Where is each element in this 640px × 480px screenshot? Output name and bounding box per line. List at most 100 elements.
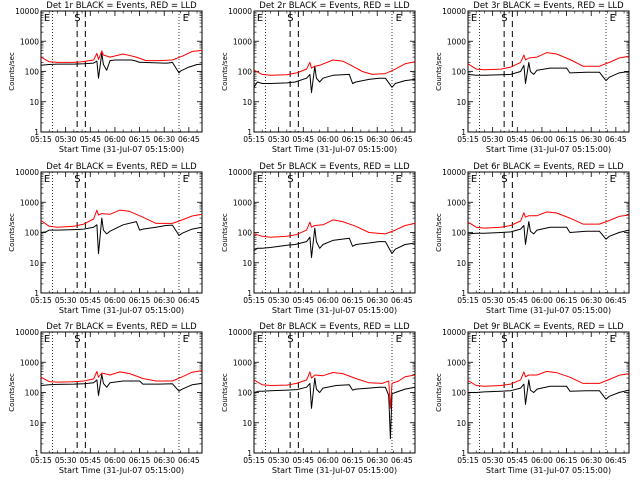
x-tick-label: 06:45 [605, 296, 627, 305]
x-tick-label: 05:30 [482, 456, 504, 465]
x-tick-label: 05:15 [243, 456, 265, 465]
series-events-line [467, 221, 630, 245]
y-tick-label: 100 [452, 389, 467, 398]
x-tick-label: 05:15 [457, 135, 479, 144]
y-tick-label: 1000 [233, 358, 252, 367]
y-tick-label: 1 [247, 289, 252, 298]
x-tick-label: 06:45 [605, 135, 627, 144]
x-tick-label: 06:00 [104, 296, 126, 305]
panel-det-6: Det 6r BLACK = Events, RED = LLD 1 10 100 10… [435, 162, 630, 315]
x-tick-label: 05:30 [268, 456, 290, 465]
x-tick-label: 06:30 [366, 135, 388, 144]
x-axis-label: Start Time (31-Jul-07 05:15:00) [59, 145, 184, 154]
x-tick-label: 06:30 [153, 135, 175, 144]
y-tick-label: 1 [34, 449, 39, 458]
y-axis-label: Counts/sec [435, 373, 443, 412]
x-tick-label: 05:15 [457, 296, 479, 305]
series-lld-line [40, 209, 203, 228]
event-label-e: E [610, 174, 616, 185]
x-axis-label: Start Time (31-Jul-07 05:15:00) [486, 466, 611, 475]
x-tick-label: 05:15 [243, 135, 265, 144]
y-axis-label: Counts/sec [221, 373, 229, 412]
x-tick-label: 06:15 [342, 135, 364, 144]
y-tick-label: 1000 [233, 37, 252, 46]
x-tick-label: 06:15 [556, 135, 578, 144]
x-tick-label: 05:15 [457, 456, 479, 465]
x-tick-label: 05:15 [243, 296, 265, 305]
series-events-line [468, 379, 630, 405]
x-tick-label: 06:00 [317, 456, 339, 465]
y-tick-label: 10 [242, 98, 252, 107]
x-tick-label: 05:30 [55, 456, 77, 465]
event-label-e: E [257, 174, 263, 185]
x-tick-label: 06:30 [580, 296, 602, 305]
x-tick-label: 05:30 [55, 135, 77, 144]
panel-title: Det 2r BLACK = Events, RED = LLD [259, 1, 410, 11]
y-tick-label: 10 [29, 419, 39, 428]
y-axis-label: Counts/sec [435, 213, 443, 252]
y-tick-label: 1000 [20, 37, 39, 46]
x-tick-label: 06:00 [104, 456, 126, 465]
x-tick-label: 05:30 [268, 296, 290, 305]
x-tick-label: 06:30 [153, 456, 175, 465]
panel-title: Det 5r BLACK = Events, RED = LLD [259, 162, 410, 172]
y-tick-label: 10000 [15, 7, 39, 16]
x-tick-label: 05:45 [79, 456, 101, 465]
y-axis-label: Counts/sec [8, 52, 16, 91]
event-label-e: E [44, 334, 50, 345]
series-events-line [40, 217, 203, 255]
y-tick-label: 10000 [15, 168, 39, 177]
x-tick-label: 06:45 [391, 456, 413, 465]
y-tick-label: 10000 [442, 7, 466, 16]
series-events-line [253, 377, 416, 440]
event-label-s: S [501, 334, 507, 345]
y-tick-label: 10 [242, 419, 252, 428]
series-lld-line [467, 370, 630, 387]
y-axis-label: Counts/sec [221, 52, 229, 91]
event-label-e: E [471, 334, 477, 345]
y-tick-label: 100 [452, 68, 467, 77]
x-axis-label: Start Time (31-Jul-07 05:15:00) [272, 306, 397, 315]
x-axis-label: Start Time (31-Jul-07 05:15:00) [59, 466, 184, 475]
panel-det-3: Det 3r BLACK = Events, RED = LLD 1 10 100 10… [435, 1, 630, 154]
panel-det-1: Det 1r BLACK = Events, RED = LLD 1 10 100 10… [8, 1, 203, 154]
x-tick-label: 05:45 [506, 135, 528, 144]
panel-det-2: Det 2r BLACK = Events, RED = LLD 1 10 100 10… [221, 1, 416, 154]
panel-det-4: Det 4r BLACK = Events, RED = LLD 1 10 100 10… [8, 162, 203, 315]
x-tick-label: 05:45 [292, 296, 314, 305]
x-tick-label: 06:00 [104, 135, 126, 144]
y-tick-label: 1 [461, 289, 466, 298]
x-tick-label: 05:45 [79, 296, 101, 305]
y-tick-label: 10000 [442, 168, 466, 177]
x-axis-label: Start Time (31-Jul-07 05:15:00) [486, 145, 611, 154]
x-tick-label: 06:30 [580, 456, 602, 465]
x-axis-label: Start Time (31-Jul-07 05:15:00) [272, 145, 397, 154]
panel-title: Det 7r BLACK = Events, RED = LLD [46, 322, 197, 332]
x-tick-label: 06:45 [605, 456, 627, 465]
x-tick-label: 06:30 [366, 296, 388, 305]
y-tick-label: 100 [238, 68, 253, 77]
x-tick-label: 05:30 [482, 135, 504, 144]
event-label-e: E [44, 13, 50, 24]
x-tick-label: 06:15 [342, 296, 364, 305]
x-tick-label: 05:45 [292, 456, 314, 465]
x-tick-label: 06:15 [129, 296, 151, 305]
y-tick-label: 1000 [233, 198, 252, 207]
x-tick-label: 05:45 [506, 296, 528, 305]
x-axis-label: Start Time (31-Jul-07 05:15:00) [59, 306, 184, 315]
panel-det-5: Det 5r BLACK = Events, RED = LLD 1 10 100 10… [221, 162, 416, 315]
event-label-e: E [396, 174, 402, 185]
event-label-s: S [501, 174, 507, 185]
x-tick-label: 06:45 [178, 456, 200, 465]
x-tick-label: 05:15 [30, 135, 52, 144]
series-events-line [253, 227, 416, 258]
y-tick-label: 10000 [228, 328, 252, 337]
event-label-e: E [610, 334, 616, 345]
y-tick-label: 1 [34, 289, 39, 298]
event-label-s: S [287, 174, 293, 185]
y-tick-label: 10 [29, 98, 39, 107]
event-label-s: S [287, 334, 293, 345]
series-events-line [40, 52, 203, 79]
series-lld-line [40, 370, 203, 383]
